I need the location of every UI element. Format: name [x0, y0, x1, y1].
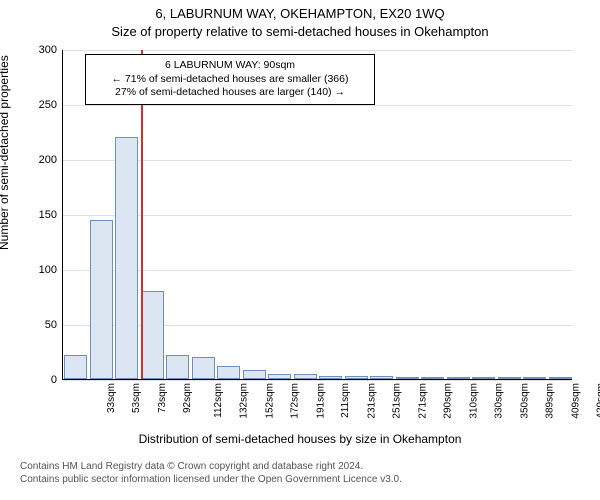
x-tick-label: 271sqm — [417, 383, 428, 419]
annotation-line2: ← 71% of semi-detached houses are smalle… — [94, 73, 366, 87]
histogram-bar — [294, 374, 317, 380]
chart-title-line1: 6, LABURNUM WAY, OKEHAMPTON, EX20 1WQ — [0, 6, 600, 21]
histogram-chart: 6, LABURNUM WAY, OKEHAMPTON, EX20 1WQ Si… — [0, 0, 600, 500]
x-tick-label: 389sqm — [545, 383, 556, 419]
histogram-bar — [64, 355, 87, 379]
x-tick-label: 409sqm — [570, 383, 581, 419]
x-tick-label: 152sqm — [264, 383, 275, 419]
histogram-bar — [421, 377, 444, 379]
histogram-bar — [141, 291, 164, 379]
histogram-bar — [523, 377, 546, 379]
gridline — [63, 380, 572, 381]
footer-line2: Contains public sector information licen… — [20, 473, 402, 486]
x-tick-label: 310sqm — [468, 383, 479, 419]
x-tick-label: 211sqm — [340, 383, 351, 418]
histogram-bar — [370, 376, 393, 379]
footer-attribution: Contains HM Land Registry data © Crown c… — [20, 460, 402, 486]
x-axis-label: Distribution of semi-detached houses by … — [0, 432, 600, 446]
gridline — [63, 50, 572, 51]
y-tick-label: 300 — [39, 44, 57, 56]
gridline — [63, 325, 572, 326]
x-tick-label: 350sqm — [519, 383, 530, 419]
annotation-line3: 27% of semi-detached houses are larger (… — [94, 86, 366, 100]
histogram-bar — [498, 377, 521, 379]
histogram-bar — [447, 377, 470, 379]
histogram-bar — [319, 376, 342, 379]
x-tick-label: 191sqm — [315, 383, 326, 419]
histogram-bar — [217, 366, 240, 379]
x-tick-label: 429sqm — [596, 383, 600, 419]
annotation-line1: 6 LABURNUM WAY: 90sqm — [94, 59, 366, 73]
y-tick-label: 0 — [51, 374, 57, 386]
x-tick-label: 132sqm — [239, 383, 250, 419]
histogram-bar — [90, 220, 113, 380]
gridline — [63, 215, 572, 216]
y-tick-label: 250 — [39, 99, 57, 111]
x-tick-label: 33sqm — [106, 383, 117, 413]
annotation-box: 6 LABURNUM WAY: 90sqm ← 71% of semi-deta… — [85, 54, 375, 105]
y-tick-label: 50 — [45, 319, 57, 331]
histogram-bar — [268, 374, 291, 380]
x-tick-label: 231sqm — [366, 383, 377, 419]
x-tick-label: 290sqm — [443, 383, 454, 419]
y-tick-label: 200 — [39, 154, 57, 166]
footer-line1: Contains HM Land Registry data © Crown c… — [20, 460, 402, 473]
histogram-bar — [549, 377, 572, 379]
x-tick-label: 330sqm — [494, 383, 505, 419]
gridline — [63, 270, 572, 271]
histogram-bar — [396, 377, 419, 379]
y-tick-label: 150 — [39, 209, 57, 221]
x-tick-label: 73sqm — [157, 383, 168, 413]
histogram-bar — [115, 137, 138, 379]
gridline — [63, 105, 572, 106]
gridline — [63, 160, 572, 161]
histogram-bar — [345, 376, 368, 379]
histogram-bar — [192, 357, 215, 379]
x-tick-label: 112sqm — [213, 383, 224, 418]
histogram-bar — [166, 355, 189, 379]
x-tick-label: 92sqm — [182, 383, 193, 413]
x-tick-label: 172sqm — [290, 383, 301, 419]
x-tick-label: 53sqm — [131, 383, 142, 413]
y-axis-label: Number of semi-detached properties — [0, 55, 11, 250]
y-tick-label: 100 — [39, 264, 57, 276]
histogram-bar — [243, 370, 266, 379]
histogram-bar — [472, 377, 495, 379]
x-tick-label: 251sqm — [392, 383, 403, 419]
chart-title-line2: Size of property relative to semi-detach… — [0, 24, 600, 39]
